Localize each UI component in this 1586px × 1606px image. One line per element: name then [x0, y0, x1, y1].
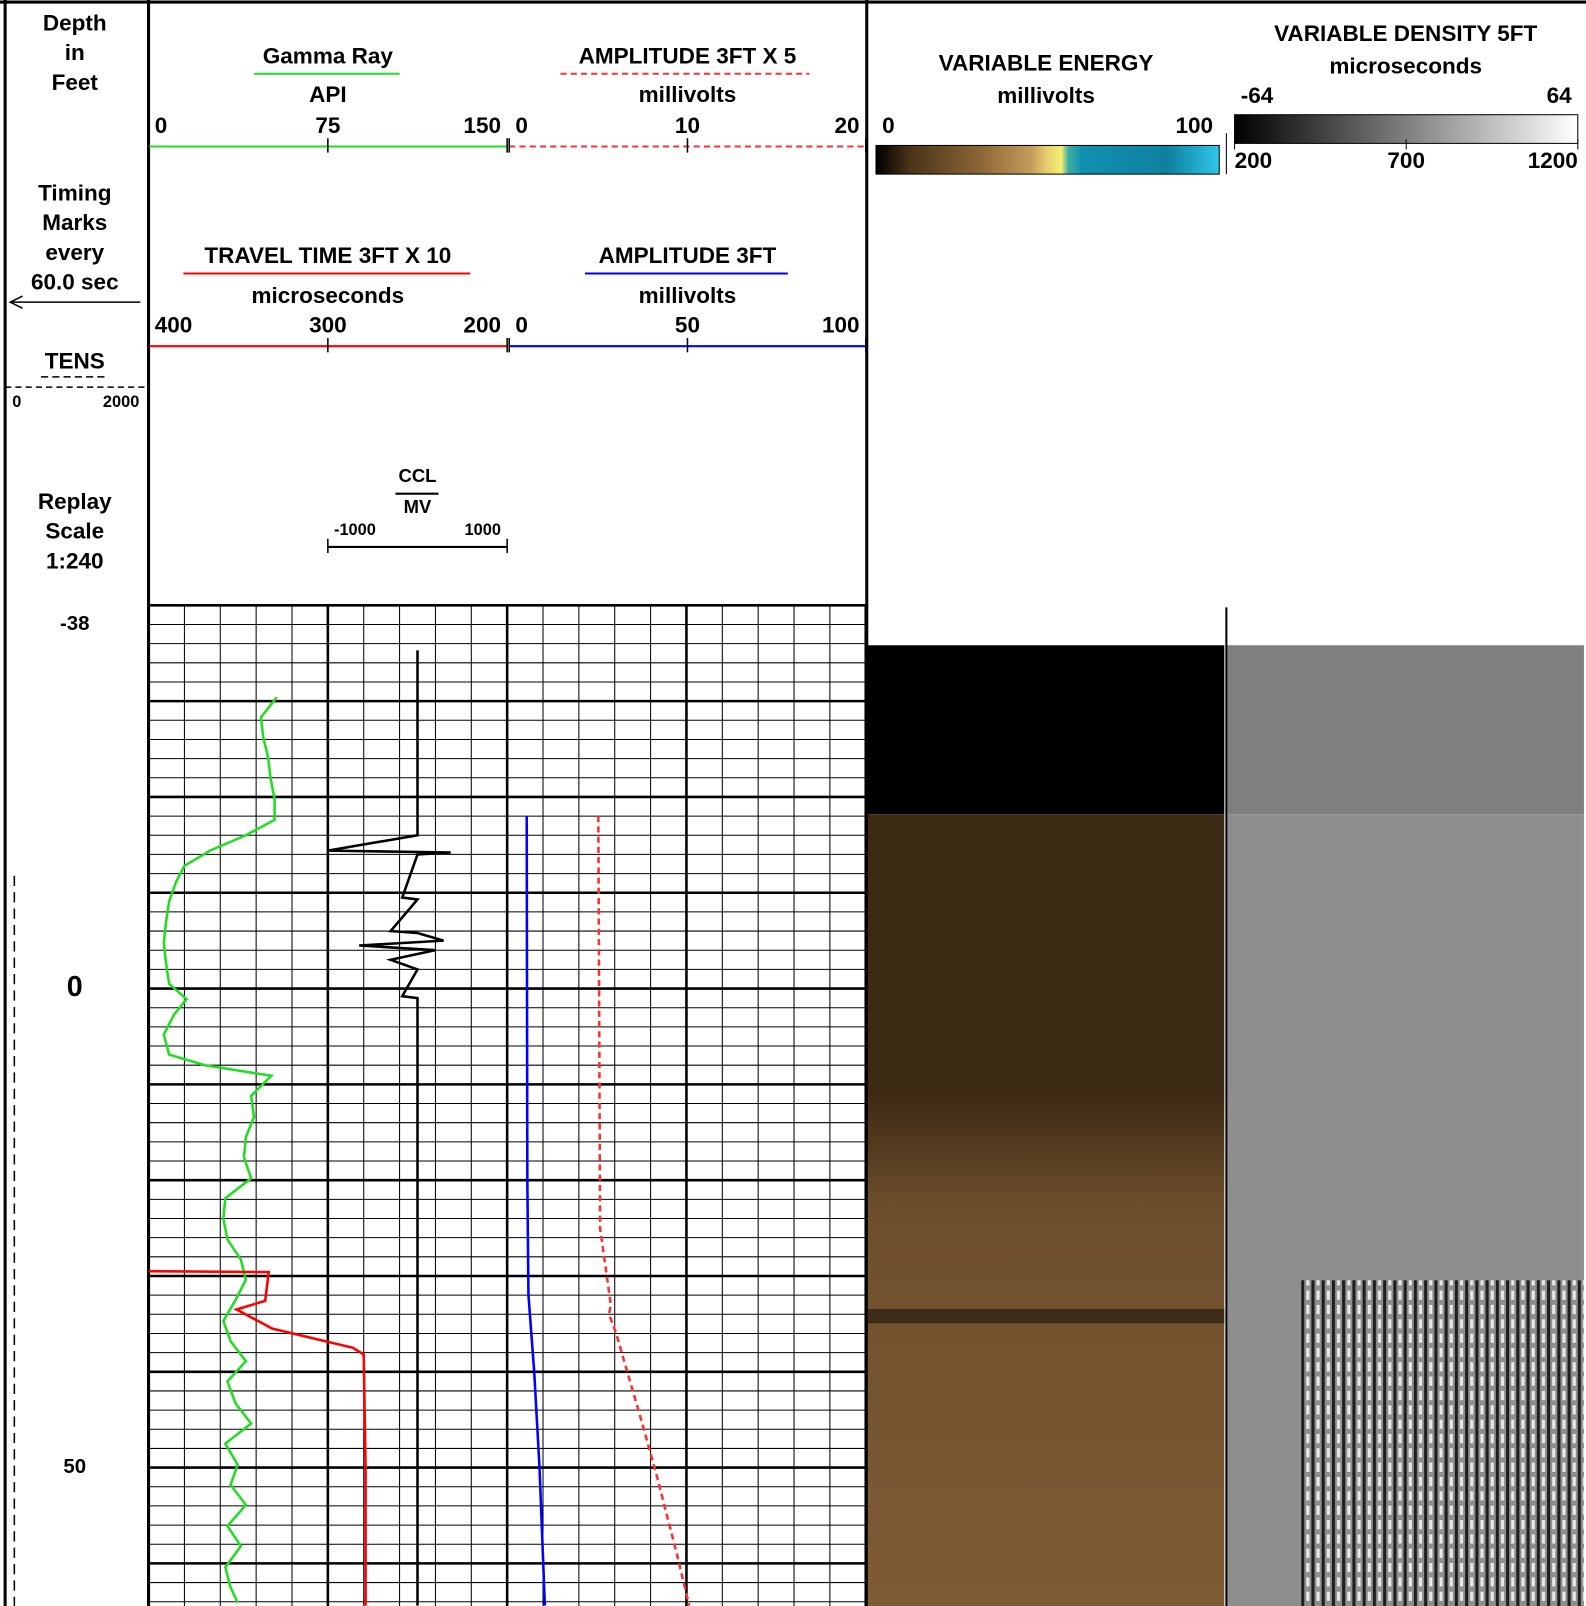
timing-label: 60.0 sec	[31, 270, 119, 295]
scale-tick-label: 100	[822, 313, 860, 338]
scale-tick-label: 200	[463, 313, 501, 338]
scale-tick-label: 1000	[465, 521, 501, 539]
log-curve	[327, 650, 451, 1606]
scale-tick-label: 20	[835, 113, 860, 138]
scale-tick-label: 150	[463, 113, 501, 138]
timing-label: Marks	[42, 210, 107, 235]
curve-unit: millivolts	[639, 283, 737, 308]
depth-label: 50	[63, 1455, 86, 1478]
curve-unit: MV	[404, 496, 432, 517]
time-tick-label: 1200	[1528, 148, 1578, 173]
scale-tick-label: 400	[155, 313, 193, 338]
scale-tick-label: 2000	[103, 393, 139, 411]
tens-label: TENS	[45, 349, 105, 374]
scale-tick-label: 300	[309, 313, 347, 338]
scale-tick-label: 10	[675, 113, 700, 138]
log-curve	[162, 696, 278, 1604]
curve-name: AMPLITUDE 3FT	[599, 243, 777, 268]
log-curve	[148, 1269, 367, 1606]
replay-label: Scale	[45, 519, 104, 544]
scale-tick-label: 64	[1547, 83, 1573, 108]
grid	[147, 604, 868, 1606]
log-curve	[597, 816, 691, 1606]
scale-tick-label: 0	[515, 113, 528, 138]
replay-label: 1:240	[46, 548, 104, 573]
ve-title: VARIABLE ENERGY	[939, 50, 1154, 75]
time-tick-label: 700	[1387, 148, 1425, 173]
vd-title: VARIABLE DENSITY 5FT	[1274, 21, 1537, 46]
replay-label: Replay	[38, 489, 112, 514]
curve-name: CCL	[399, 465, 437, 486]
scale-tick-label: 0	[515, 313, 528, 338]
scale-tick-label: 0	[155, 113, 168, 138]
curve-name: Gamma Ray	[263, 43, 394, 68]
timing-label: every	[45, 240, 104, 265]
scale-tick-label: -64	[1241, 83, 1274, 108]
depth-label: -38	[60, 612, 90, 635]
curve-name: AMPLITUDE 3FT X 5	[579, 43, 797, 68]
time-tick-label: 200	[1235, 148, 1273, 173]
depth-title: in	[65, 40, 85, 65]
scale-tick-label: 75	[315, 113, 340, 138]
curve-unit: API	[309, 82, 347, 107]
vd-unit: microseconds	[1329, 54, 1482, 79]
scale-tick-label: 0	[882, 113, 895, 138]
log-curve	[525, 816, 547, 1606]
depth-label: 0	[67, 971, 83, 1003]
scale-tick-label: 50	[675, 313, 700, 338]
waveform-images	[867, 114, 1584, 1606]
depth-title: Depth	[43, 11, 107, 36]
timing-label: Timing	[38, 181, 111, 206]
ve-unit: millivolts	[997, 83, 1095, 108]
curve-unit: millivolts	[639, 82, 737, 107]
curve-unit: microseconds	[252, 283, 405, 308]
scale-tick-label: 0	[12, 393, 21, 411]
plot	[148, 650, 691, 1606]
depth-title: Feet	[52, 70, 99, 95]
curve-name: TRAVEL TIME 3FT X 10	[204, 243, 451, 268]
scale-tick-label: 100	[1175, 113, 1213, 138]
scale-tick-label: -1000	[334, 521, 376, 539]
